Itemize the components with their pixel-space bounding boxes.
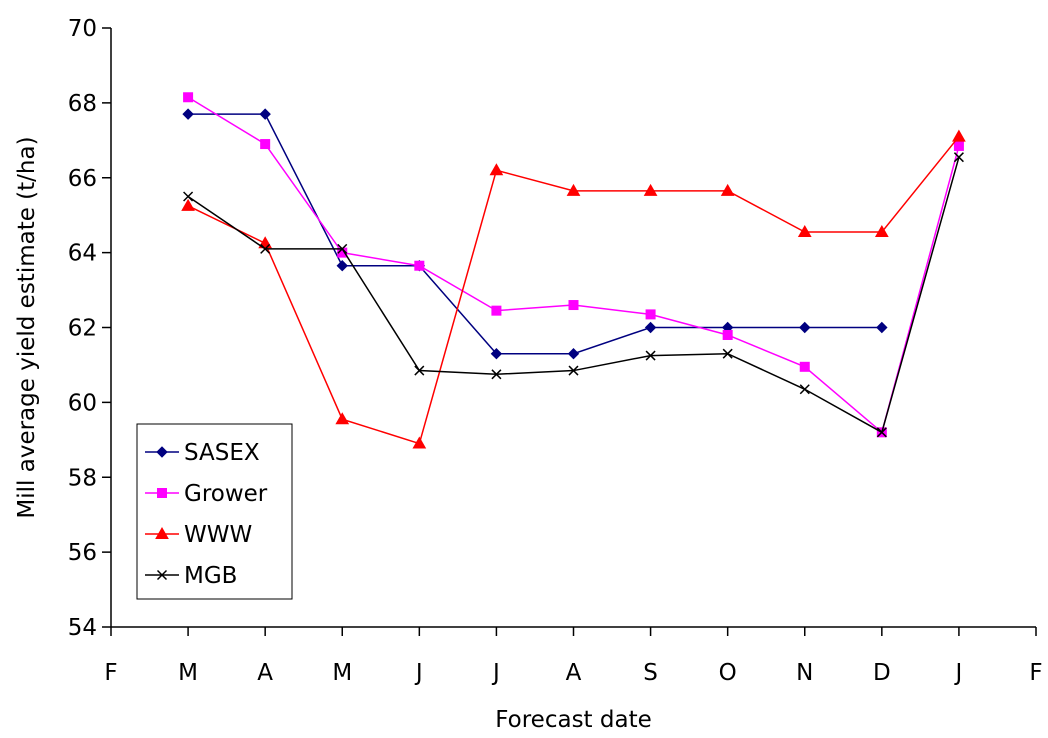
x-tick-label: J	[491, 660, 500, 686]
x-axis-title: Forecast date	[495, 707, 652, 733]
series-line-sasex	[188, 113, 882, 355]
y-tick-label: 70	[68, 16, 97, 42]
data-point-sasex	[259, 108, 271, 120]
legend-label-www: WWW	[184, 522, 252, 548]
x-tick-label: A	[257, 660, 273, 686]
data-point-www	[797, 225, 812, 238]
data-point-grower	[722, 329, 733, 340]
y-axis-title: Mill average yield estimate (t/ha)	[14, 136, 40, 518]
data-point-www	[412, 436, 427, 449]
x-tick-label: S	[643, 660, 658, 686]
data-point-mgb	[183, 191, 194, 202]
x-tick-label: M	[332, 660, 352, 686]
data-point-grower	[799, 361, 810, 372]
data-point-sasex	[644, 321, 657, 334]
y-tick-label: 56	[68, 540, 97, 566]
data-point-mgb	[645, 350, 656, 361]
x-tick-label: J	[414, 660, 423, 686]
data-point-www	[643, 183, 658, 196]
data-point-www	[720, 183, 735, 196]
data-point-sasex	[799, 321, 811, 334]
data-point-sasex	[567, 347, 580, 360]
series-mgb	[183, 152, 964, 438]
y-tick-label: 54	[68, 615, 97, 641]
y-tick-label: 64	[68, 241, 97, 267]
data-point-grower	[645, 309, 656, 320]
data-point-sasex	[876, 321, 888, 334]
series-sasex	[182, 108, 888, 360]
data-point-mgb	[414, 365, 425, 376]
data-point-grower	[953, 140, 964, 151]
x-tick-label: F	[104, 660, 117, 686]
data-point-grower	[568, 300, 579, 311]
data-point-mgb	[876, 427, 887, 438]
series-line-www	[187, 136, 960, 445]
data-point-grower	[491, 305, 502, 316]
data-point-mgb	[260, 243, 271, 254]
legend-label-mgb: MGB	[184, 563, 237, 589]
data-point-mgb	[799, 384, 810, 395]
x-tick-label: J	[954, 660, 963, 686]
x-tick-label: D	[873, 660, 891, 686]
series-line-grower	[187, 96, 960, 434]
x-tick-label: M	[178, 660, 198, 686]
y-tick-label: 68	[68, 91, 97, 117]
y-tick-label: 66	[68, 166, 97, 192]
y-tick-label: 60	[68, 390, 97, 416]
data-point-grower	[260, 139, 271, 150]
data-point-www	[952, 129, 966, 142]
data-point-sasex	[182, 108, 194, 120]
series-grower	[183, 92, 964, 438]
data-point-mgb	[568, 365, 579, 376]
data-point-www	[489, 163, 504, 176]
y-tick-label: 58	[68, 465, 97, 491]
legend: SASEX Grower WWW MGB	[136, 423, 293, 600]
data-point-www	[566, 183, 581, 196]
legend-label-grower: Grower	[184, 481, 268, 507]
data-point-grower	[183, 92, 194, 103]
legend-marker-mgb	[156, 569, 168, 581]
data-point-www	[181, 198, 195, 211]
data-point-sasex	[336, 260, 348, 272]
y-tick-label: 62	[68, 316, 97, 342]
data-point-mgb	[953, 152, 964, 163]
legend-marker-grower	[157, 488, 167, 498]
data-point-mgb	[722, 348, 733, 359]
legend-label-sasex: SASEX	[184, 440, 260, 466]
data-point-mgb	[491, 369, 502, 380]
data-point-grower	[414, 260, 425, 271]
data-point-sasex	[490, 347, 503, 360]
x-tick-label: O	[719, 660, 737, 686]
y-ticks: 54 56 58 60 62 64 66 68 70	[68, 16, 111, 641]
legend-marker-www	[155, 526, 169, 539]
series-www	[181, 129, 966, 449]
data-point-www	[335, 412, 350, 425]
series-layer	[181, 92, 966, 449]
x-tick-label: A	[566, 660, 582, 686]
data-point-mgb	[337, 243, 348, 254]
legend-marker-sasex	[156, 446, 168, 458]
data-point-www	[874, 225, 889, 238]
x-tick-label: N	[796, 660, 813, 686]
x-tick-label: F	[1029, 660, 1042, 686]
